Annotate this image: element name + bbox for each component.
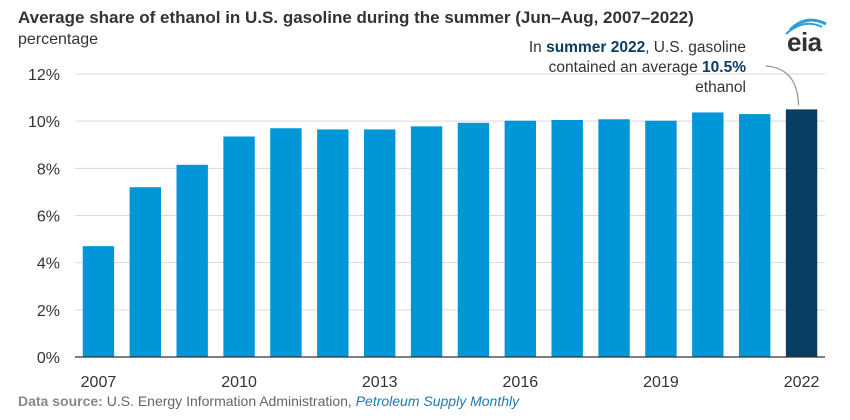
y-tick-label: 4% [37,256,60,273]
y-tick-label: 2% [37,303,60,320]
bar [598,119,630,357]
x-tick-label: 2013 [362,374,398,391]
bar [223,136,255,357]
bar [410,126,443,357]
bar [645,120,677,357]
bar [692,112,724,358]
eia-logo-icon [785,18,827,35]
chart-title: Average share of ethanol in U.S. gasolin… [18,8,694,27]
y-tick-label: 6% [37,209,60,226]
bar [457,122,490,357]
eia-logo-text: eia [787,27,822,57]
chart-subtitle: percentage [18,31,99,48]
annotation-leader-line [765,65,800,106]
bar [504,120,537,357]
bar [317,129,349,357]
annotation-highlight-value: 10.5% [702,59,746,76]
chart-annotation: In summer 2022, U.S. gasoline contained … [528,39,746,96]
bar [176,164,208,357]
x-tick-label: 2019 [643,374,679,391]
x-tick-label: 2010 [221,374,257,391]
source-publication-link[interactable]: Petroleum Supply Monthly [355,393,520,409]
y-tick-label: 8% [37,161,60,178]
bar [270,128,302,357]
y-tick-label: 12% [28,67,60,84]
x-tick-label: 2007 [81,374,117,391]
bar [785,109,818,357]
bar [129,187,162,357]
y-tick-label: 10% [28,114,60,131]
bar [82,246,115,357]
annotation-highlight-year: summer 2022 [546,39,646,56]
source-text: U.S. Energy Information Administration, [102,393,356,409]
bar [551,119,583,357]
x-tick-label: 2016 [503,374,539,391]
x-tick-label: 2022 [784,374,820,391]
source-label: Data source: [18,393,103,409]
y-tick-label: 0% [37,350,60,367]
bar [363,129,396,357]
bar [738,114,771,357]
data-source: Data source: U.S. Energy Information Adm… [18,393,519,409]
